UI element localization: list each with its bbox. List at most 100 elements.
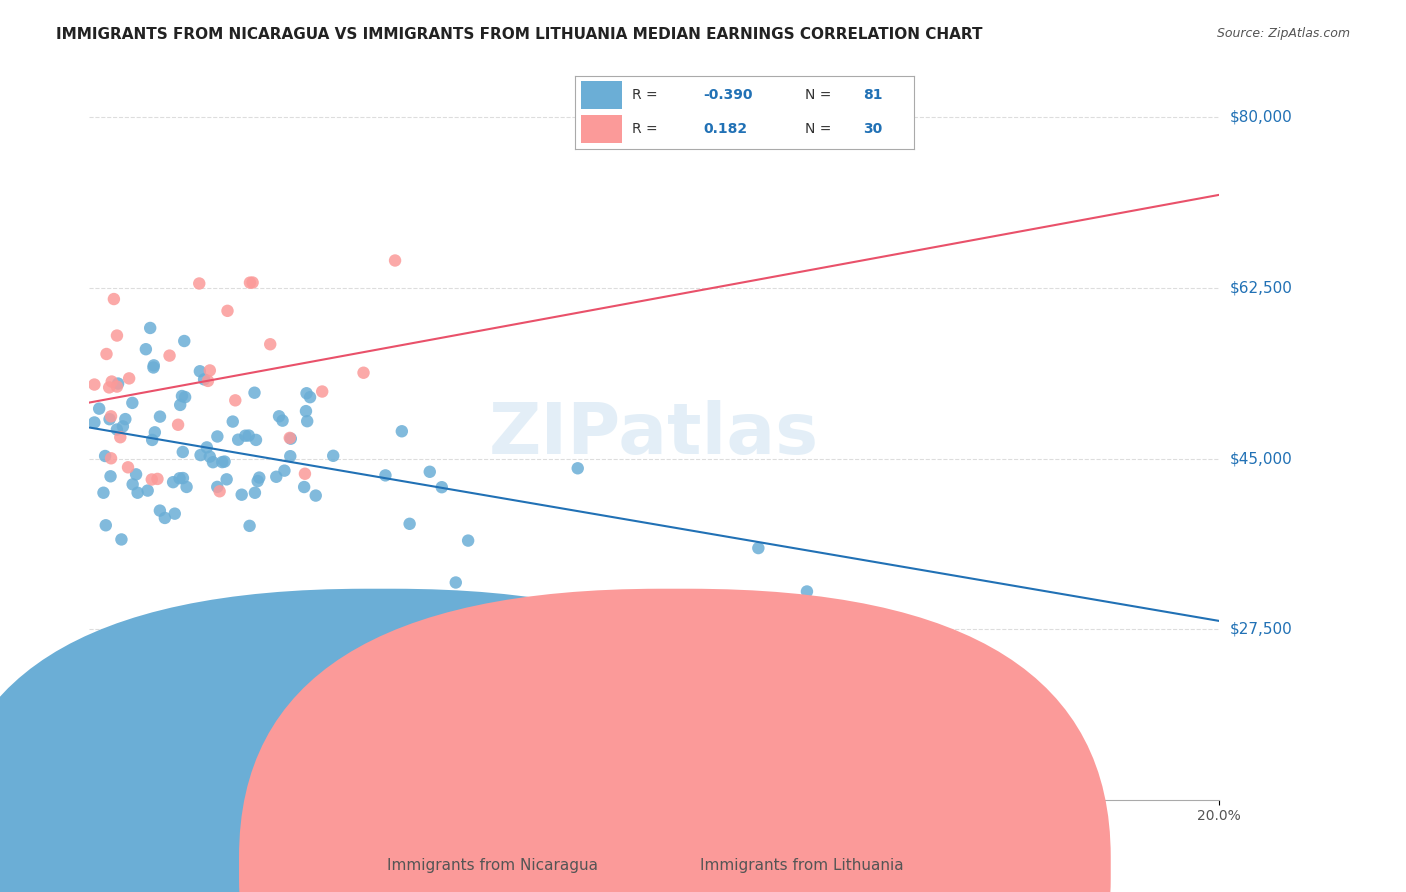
Immigrants from Lithuania <box>217 303 239 318</box>
Immigrants from Nicaragua <box>94 518 117 533</box>
Immigrants from Nicaragua <box>169 471 191 485</box>
Immigrants from Lithuania <box>105 328 128 343</box>
Immigrants from Nicaragua <box>172 445 194 459</box>
Immigrants from Lithuania <box>224 393 246 408</box>
Immigrants from Nicaragua <box>173 334 195 348</box>
Text: Immigrants from Nicaragua: Immigrants from Nicaragua <box>387 858 598 872</box>
Text: $62,500: $62,500 <box>1230 280 1292 295</box>
Immigrants from Lithuania <box>100 451 122 466</box>
Immigrants from Nicaragua <box>111 419 134 434</box>
Immigrants from Nicaragua <box>247 470 270 484</box>
Immigrants from Nicaragua <box>295 386 318 401</box>
Immigrants from Nicaragua <box>83 416 105 430</box>
Immigrants from Nicaragua <box>149 409 172 424</box>
Immigrants from Nicaragua <box>430 480 453 494</box>
Immigrants from Nicaragua <box>457 533 479 548</box>
Immigrants from Lithuania <box>100 409 122 424</box>
Text: Immigrants from Lithuania: Immigrants from Lithuania <box>700 858 903 872</box>
Immigrants from Lithuania <box>167 417 190 432</box>
Immigrants from Lithuania <box>242 276 264 290</box>
Immigrants from Nicaragua <box>93 485 115 500</box>
Immigrants from Nicaragua <box>127 485 149 500</box>
Immigrants from Lithuania <box>197 374 219 388</box>
Immigrants from Lithuania <box>311 384 333 399</box>
Text: IMMIGRANTS FROM NICARAGUA VS IMMIGRANTS FROM LITHUANIA MEDIAN EARNINGS CORRELATI: IMMIGRANTS FROM NICARAGUA VS IMMIGRANTS … <box>56 27 983 42</box>
Immigrants from Nicaragua <box>170 389 193 403</box>
Immigrants from Nicaragua <box>105 423 128 437</box>
Immigrants from Nicaragua <box>143 425 166 440</box>
Immigrants from Nicaragua <box>239 519 262 533</box>
Immigrants from Nicaragua <box>174 390 197 404</box>
Immigrants from Nicaragua <box>201 455 224 469</box>
Immigrants from Lithuania <box>294 467 316 481</box>
Immigrants from Nicaragua <box>149 503 172 517</box>
Immigrants from Nicaragua <box>121 396 143 410</box>
Immigrants from Lithuania <box>118 371 141 385</box>
Immigrants from Lithuania <box>103 292 125 306</box>
Immigrants from Nicaragua <box>98 412 121 426</box>
Immigrants from Lithuania <box>188 277 211 291</box>
Immigrants from Lithuania <box>278 431 301 445</box>
Immigrants from Nicaragua <box>271 414 294 428</box>
Immigrants from Nicaragua <box>292 480 315 494</box>
Immigrants from Nicaragua <box>322 449 344 463</box>
Immigrants from Nicaragua <box>233 428 256 442</box>
Immigrants from Nicaragua <box>278 449 301 463</box>
Immigrants from Nicaragua <box>176 480 198 494</box>
Immigrants from Nicaragua <box>266 469 288 483</box>
Immigrants from Nicaragua <box>94 449 117 463</box>
Immigrants from Nicaragua <box>796 584 818 599</box>
Immigrants from Nicaragua <box>567 461 589 475</box>
Immigrants from Nicaragua <box>198 450 221 464</box>
Immigrants from Nicaragua <box>231 488 253 502</box>
Immigrants from Nicaragua <box>142 360 165 375</box>
Immigrants from Nicaragua <box>246 474 269 488</box>
Immigrants from Lithuania <box>105 379 128 393</box>
Immigrants from Nicaragua <box>245 433 267 447</box>
Immigrants from Lithuania <box>353 366 375 380</box>
Immigrants from Lithuania <box>110 430 132 444</box>
Immigrants from Nicaragua <box>125 467 148 482</box>
Immigrants from Nicaragua <box>238 428 260 442</box>
Immigrants from Nicaragua <box>398 516 420 531</box>
Immigrants from Nicaragua <box>163 507 186 521</box>
Immigrants from Lithuania <box>384 253 406 268</box>
Immigrants from Nicaragua <box>142 359 165 373</box>
Immigrants from Nicaragua <box>215 472 238 486</box>
Immigrants from Nicaragua <box>299 390 322 404</box>
Immigrants from Nicaragua <box>162 475 184 490</box>
Immigrants from Lithuania <box>146 472 169 486</box>
Immigrants from Nicaragua <box>419 465 441 479</box>
Immigrants from Lithuania <box>239 276 262 290</box>
Immigrants from Lithuania <box>198 363 221 377</box>
Immigrants from Nicaragua <box>135 342 157 356</box>
Immigrants from Nicaragua <box>273 464 295 478</box>
Immigrants from Nicaragua <box>195 441 218 455</box>
Immigrants from Nicaragua <box>207 429 229 443</box>
Immigrants from Nicaragua <box>153 511 176 525</box>
Immigrants from Nicaragua <box>295 414 318 428</box>
Immigrants from Nicaragua <box>214 454 236 468</box>
Immigrants from Nicaragua <box>226 433 249 447</box>
Immigrants from Nicaragua <box>211 455 233 469</box>
Immigrants from Nicaragua <box>222 415 245 429</box>
Immigrants from Nicaragua <box>89 401 111 416</box>
Immigrants from Nicaragua <box>243 385 266 400</box>
Immigrants from Lithuania <box>208 484 231 499</box>
Immigrants from Lithuania <box>100 375 122 389</box>
Text: ZIPatlas: ZIPatlas <box>489 400 818 468</box>
Immigrants from Nicaragua <box>100 469 122 483</box>
Immigrants from Nicaragua <box>444 575 467 590</box>
Immigrants from Nicaragua <box>280 432 302 446</box>
Text: $27,500: $27,500 <box>1230 622 1292 637</box>
Text: $45,000: $45,000 <box>1230 451 1292 466</box>
Immigrants from Nicaragua <box>747 541 769 555</box>
Immigrants from Lithuania <box>141 473 163 487</box>
Immigrants from Nicaragua <box>190 448 212 462</box>
Immigrants from Nicaragua <box>141 433 163 447</box>
Immigrants from Nicaragua <box>169 398 191 412</box>
Immigrants from Nicaragua <box>243 485 266 500</box>
Immigrants from Nicaragua <box>207 480 229 494</box>
Immigrants from Nicaragua <box>114 412 136 426</box>
Immigrants from Nicaragua <box>172 471 194 485</box>
